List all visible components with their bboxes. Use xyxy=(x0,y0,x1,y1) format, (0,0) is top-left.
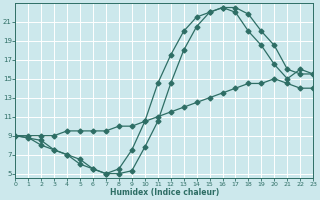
X-axis label: Humidex (Indice chaleur): Humidex (Indice chaleur) xyxy=(110,188,219,197)
